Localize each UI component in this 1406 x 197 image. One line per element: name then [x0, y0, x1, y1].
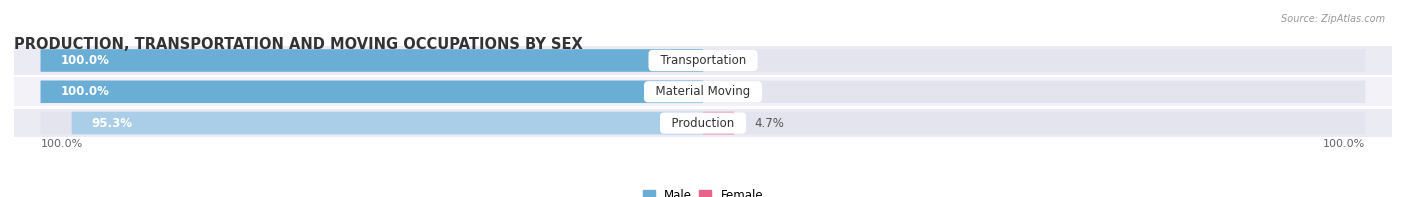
Text: 4.7%: 4.7%: [754, 117, 785, 130]
Text: 100.0%: 100.0%: [60, 54, 110, 67]
FancyBboxPatch shape: [703, 112, 734, 134]
FancyBboxPatch shape: [14, 46, 1392, 75]
FancyBboxPatch shape: [14, 109, 1392, 138]
Text: 100.0%: 100.0%: [1323, 139, 1365, 149]
Text: Material Moving: Material Moving: [648, 85, 758, 98]
Text: Transportation: Transportation: [652, 54, 754, 67]
FancyBboxPatch shape: [41, 81, 703, 103]
Text: Source: ZipAtlas.com: Source: ZipAtlas.com: [1281, 14, 1385, 24]
FancyBboxPatch shape: [41, 112, 1365, 134]
Text: 0.0%: 0.0%: [723, 54, 752, 67]
Legend: Male, Female: Male, Female: [643, 189, 763, 197]
Text: 100.0%: 100.0%: [60, 85, 110, 98]
FancyBboxPatch shape: [41, 49, 1365, 72]
Text: 100.0%: 100.0%: [41, 139, 83, 149]
FancyBboxPatch shape: [41, 49, 703, 72]
FancyBboxPatch shape: [72, 112, 703, 134]
Text: 0.0%: 0.0%: [723, 85, 752, 98]
Text: PRODUCTION, TRANSPORTATION AND MOVING OCCUPATIONS BY SEX: PRODUCTION, TRANSPORTATION AND MOVING OC…: [14, 37, 583, 52]
FancyBboxPatch shape: [14, 77, 1392, 106]
FancyBboxPatch shape: [41, 81, 1365, 103]
Text: 95.3%: 95.3%: [91, 117, 132, 130]
Text: Production: Production: [664, 117, 742, 130]
